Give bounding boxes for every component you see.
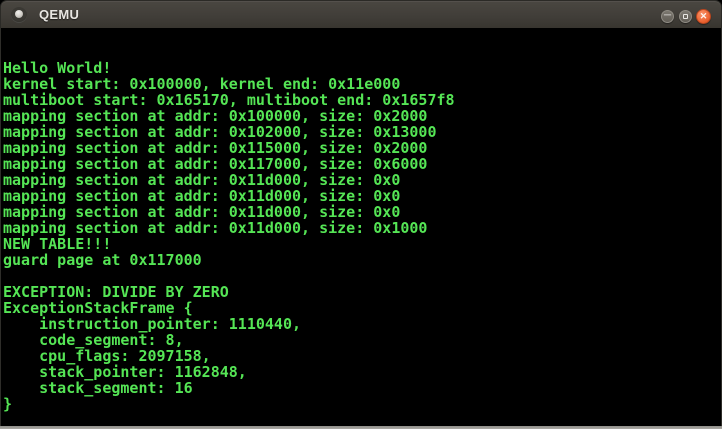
close-icon: ✕ — [699, 11, 708, 21]
minimize-button[interactable]: ─ — [661, 10, 674, 23]
qemu-app-icon — [11, 7, 27, 23]
maximize-icon — [683, 14, 688, 19]
kernel-console-output: Hello World! kernel start: 0x100000, ker… — [3, 59, 455, 413]
titlebar[interactable]: QEMU ─ ✕ — [0, 0, 722, 28]
minimize-icon: ─ — [663, 10, 672, 21]
window-bottom-edge — [0, 426, 722, 429]
vga-terminal-display[interactable]: Hello World! kernel start: 0x100000, ker… — [0, 28, 722, 426]
window-title: QEMU — [39, 7, 80, 22]
maximize-button[interactable] — [679, 10, 692, 23]
close-button[interactable]: ✕ — [696, 9, 711, 24]
